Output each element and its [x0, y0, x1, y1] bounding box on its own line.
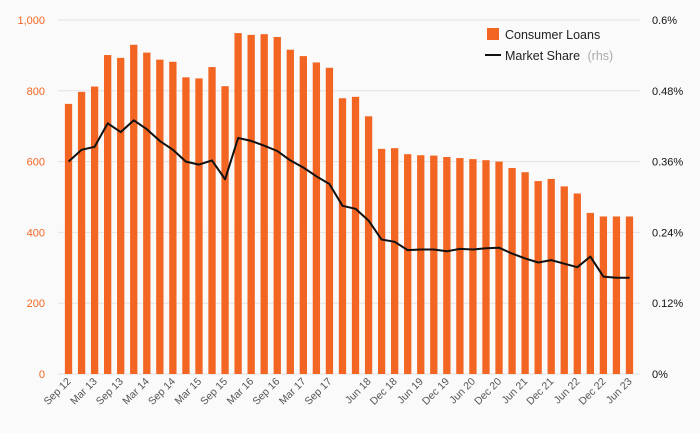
bar	[495, 161, 503, 374]
x-tick-label: Mar 17	[277, 376, 309, 408]
left-tick-label: 200	[27, 298, 45, 310]
bar	[625, 216, 634, 374]
bar	[338, 98, 347, 374]
bar	[364, 116, 373, 375]
line-series-market-share	[67, 119, 630, 279]
bar	[312, 62, 321, 374]
x-tick-label: Sep 17	[303, 376, 335, 408]
legend-label-market-share: Market Share	[505, 49, 580, 63]
bar	[299, 56, 307, 374]
bar	[221, 86, 229, 374]
bar	[404, 154, 412, 374]
x-tick-label: Dec 20	[472, 376, 504, 408]
bar	[286, 49, 294, 375]
x-tick-label: Sep 14	[146, 376, 178, 408]
right-tick-label: 0.6%	[652, 15, 677, 27]
x-tick-label: Mar 15	[172, 376, 204, 408]
left-tick-label: 400	[27, 227, 45, 239]
bar	[391, 148, 399, 374]
bar	[508, 167, 516, 374]
bar	[273, 36, 281, 374]
bar	[90, 86, 99, 374]
right-tick-label: 0.36%	[652, 157, 683, 169]
legend: Consumer Loans Market Share (rhs)	[485, 28, 613, 63]
bar	[77, 91, 86, 374]
x-tick-label: Dec 21	[524, 376, 556, 408]
bar	[417, 155, 425, 374]
right-tick-label: 0%	[652, 369, 668, 381]
bar	[143, 52, 151, 375]
legend-label-consumer-loans: Consumer Loans	[505, 28, 600, 42]
bar	[64, 103, 73, 374]
left-y-axis: 0 200 400 600 800 1,000	[17, 15, 45, 381]
x-tick-label: Dec 18	[368, 376, 400, 408]
grid	[58, 19, 640, 375]
bar	[612, 216, 621, 374]
bar	[325, 67, 334, 374]
x-tick-label: Dec 22	[576, 376, 608, 408]
bar	[547, 178, 555, 374]
market-share-line	[67, 119, 630, 279]
legend-label-market-share-group: Market Share (rhs)	[505, 49, 613, 63]
right-tick-label: 0.12%	[652, 298, 683, 310]
bar	[208, 67, 216, 374]
bar	[534, 181, 542, 374]
bar	[130, 44, 138, 374]
right-tick-label: 0.24%	[652, 227, 683, 239]
bar	[599, 216, 608, 374]
bar	[443, 156, 451, 374]
x-tick-label: Sep 16	[250, 376, 282, 408]
bar	[521, 172, 529, 374]
x-tick-label: Mar 14	[120, 376, 152, 408]
bar	[560, 186, 568, 374]
x-tick-label: Jun 23	[604, 376, 635, 407]
bar	[469, 159, 477, 374]
legend-swatch-consumer-loans	[487, 28, 499, 40]
x-tick-label: Dec 19	[420, 376, 452, 408]
bar	[482, 160, 490, 374]
bar	[456, 158, 464, 374]
bar	[247, 34, 255, 374]
bar	[430, 155, 438, 374]
bar	[586, 212, 594, 374]
bar	[377, 148, 386, 374]
bar	[573, 193, 581, 374]
x-tick-label: Sep 15	[198, 376, 230, 408]
right-y-axis: 0% 0.12% 0.24% 0.36% 0.48% 0.6%	[652, 15, 683, 381]
left-tick-label: 800	[27, 86, 45, 98]
x-tick-label: Sep 13	[94, 376, 126, 408]
x-tick-label: Mar 16	[225, 376, 257, 408]
bar	[351, 96, 360, 375]
left-tick-label: 1,000	[17, 15, 45, 27]
left-tick-label: 600	[27, 157, 45, 169]
x-tick-label: Mar 13	[68, 376, 100, 408]
bar	[169, 61, 177, 374]
bar	[104, 55, 112, 375]
left-tick-label: 0	[39, 369, 45, 381]
bar	[195, 78, 203, 374]
legend-label-rhs: (rhs)	[588, 49, 614, 63]
right-tick-label: 0.48%	[652, 86, 683, 98]
bar	[260, 34, 268, 374]
bar	[117, 57, 125, 375]
bar	[234, 33, 242, 375]
bar-series-consumer-loans	[64, 33, 634, 375]
x-tick-label: Sep 12	[42, 376, 74, 408]
bar	[156, 59, 164, 374]
bar	[182, 77, 190, 375]
